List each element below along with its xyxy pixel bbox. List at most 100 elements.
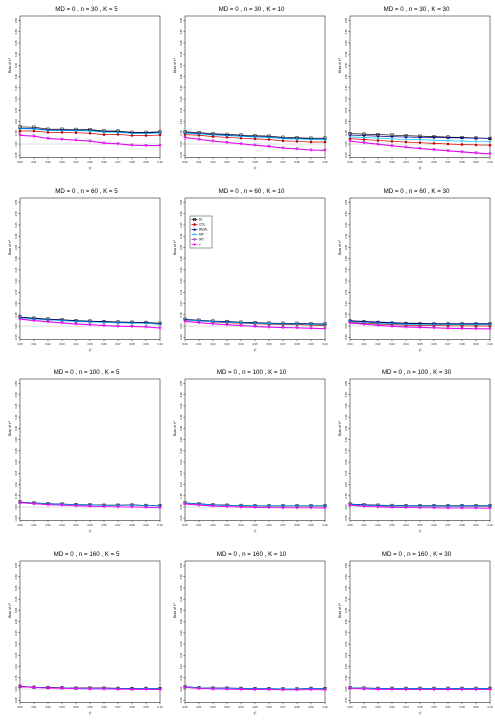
data-point — [102, 505, 106, 509]
data-point — [474, 152, 478, 155]
series-MP — [183, 131, 327, 142]
data-point — [488, 143, 492, 147]
data-point — [116, 130, 120, 134]
data-point — [253, 321, 257, 325]
y-tick-label: 0.10 — [344, 663, 348, 669]
data-point — [211, 322, 215, 326]
y-tick-label: 0.50 — [344, 392, 348, 398]
y-tick-label: 0.15 — [344, 652, 348, 658]
data-point — [74, 687, 78, 690]
y-tick-label: 0.05 — [344, 130, 348, 136]
y-tick-label: 0.10 — [344, 481, 348, 487]
data-point — [348, 133, 352, 137]
data-point — [309, 149, 313, 152]
data-point — [390, 135, 394, 138]
data-point — [295, 137, 299, 141]
data-point — [295, 148, 299, 151]
x-tick-label: 0.10 — [157, 523, 163, 527]
data-point — [130, 144, 134, 147]
x-tick-label: 0.03 — [224, 705, 230, 709]
x-tick-label: 0.08 — [129, 705, 135, 709]
x-tick-label: 0.09 — [473, 523, 479, 527]
data-point — [130, 134, 134, 137]
chart-panel: MD = 0 , n = 30 , K = 10 -0.05 0.00 0.05 0.1… — [165, 0, 330, 182]
data-point — [144, 506, 148, 510]
y-tick-label: 0.20 — [14, 96, 18, 102]
y-tick-label: 0.20 — [344, 278, 348, 284]
data-point — [323, 140, 327, 144]
x-tick-label: 0.09 — [308, 523, 314, 527]
data-point — [267, 145, 271, 149]
data-point — [102, 130, 106, 134]
series-v — [348, 321, 492, 331]
data-point — [211, 133, 215, 137]
data-point — [362, 134, 366, 137]
chart-title: MD = 0 , n = 160 , K = 5 — [54, 551, 120, 558]
y-tick-label: -0.05 — [344, 152, 348, 158]
chart-panel: MD = 0 , n = 160 , K = 30 -0.05 0.00 0.05 0.… — [330, 545, 495, 726]
x-tick-label: 0.08 — [459, 342, 465, 346]
y-tick-label: 0.15 — [179, 470, 183, 476]
chart-title: MD = 0 , n = 100 , K = 30 — [382, 369, 452, 376]
x-tick-label: 0.08 — [129, 342, 135, 346]
y-axis-label: Bias of τ² — [173, 602, 177, 617]
y-tick-label: 0.55 — [344, 562, 348, 568]
series-line-MP — [349, 136, 491, 142]
y-tick-label: 0.10 — [179, 118, 183, 124]
y-tick-label: 0.20 — [344, 641, 348, 647]
y-tick-label: 0.25 — [179, 448, 183, 454]
x-tick-label: 0.03 — [224, 523, 230, 527]
y-tick-label: 0.15 — [344, 107, 348, 113]
chart-title: MD = 0 , n = 30 , K = 10 — [219, 6, 285, 13]
x-tick-label: 0.05 — [417, 705, 423, 709]
data-point — [144, 325, 148, 329]
chart-panel: MD = 0 , n = 100 , K = 5 -0.05 0.00 0.05 0.1… — [0, 363, 165, 545]
y-tick-label: 0.40 — [14, 51, 18, 57]
x-tick-label: 0.07 — [445, 523, 451, 527]
x-tick-label: 0.00 — [182, 523, 188, 527]
y-tick-label: 0.15 — [14, 289, 18, 295]
data-point — [460, 688, 464, 691]
x-tick-label: 0.07 — [115, 523, 121, 527]
data-point — [253, 144, 257, 147]
data-point — [158, 688, 162, 691]
y-tick-label: 0.00 — [14, 685, 18, 691]
data-point — [32, 319, 36, 322]
data-point — [18, 127, 22, 131]
data-point — [418, 141, 422, 144]
data-point — [32, 686, 36, 689]
data-point — [295, 321, 299, 326]
y-tick-label: 0.20 — [344, 459, 348, 465]
chart-title: MD = 0 , n = 160 , K = 10 — [217, 551, 287, 558]
chart-title: MD = 0 , n = 30 , K = 5 — [55, 6, 118, 13]
y-axis-label: Bias of τ² — [8, 602, 12, 617]
data-point — [446, 136, 450, 139]
y-axis-label: Bias of τ² — [173, 420, 177, 435]
data-point — [362, 505, 366, 508]
x-tick-label: 0.00 — [347, 342, 353, 346]
data-point — [390, 140, 394, 143]
y-tick-label: 0.00 — [344, 322, 348, 328]
x-tick-label: 0.02 — [45, 705, 51, 709]
y-tick-label: 0.30 — [179, 618, 183, 624]
x-tick-label: 0.00 — [17, 523, 23, 527]
y-tick-label: 0.20 — [14, 641, 18, 647]
y-tick-label: -0.05 — [344, 515, 348, 521]
chart-panel: MD = 0 , n = 100 , K = 30 -0.05 0.00 0.05 0.… — [330, 363, 495, 545]
data-point — [60, 128, 64, 133]
y-axis-label: Bias of τ² — [338, 602, 342, 617]
x-tick-label: 0.00 — [182, 705, 188, 709]
y-tick-label: 0.35 — [344, 607, 348, 613]
x-axis-label: τ² — [254, 167, 257, 171]
x-tick-label: 0.04 — [403, 160, 409, 164]
y-tick-label: 0.30 — [179, 255, 183, 261]
data-point — [60, 686, 64, 690]
x-tick-label: 0.06 — [266, 523, 272, 527]
x-tick-label: 0.01 — [361, 342, 367, 346]
y-tick-label: 0.05 — [344, 493, 348, 499]
data-point — [488, 153, 492, 156]
chart-title: MD = 0 , n = 60 , K = 30 — [384, 188, 450, 195]
data-point — [295, 140, 299, 143]
data-point — [446, 326, 450, 330]
y-tick-label: 0.35 — [179, 607, 183, 613]
